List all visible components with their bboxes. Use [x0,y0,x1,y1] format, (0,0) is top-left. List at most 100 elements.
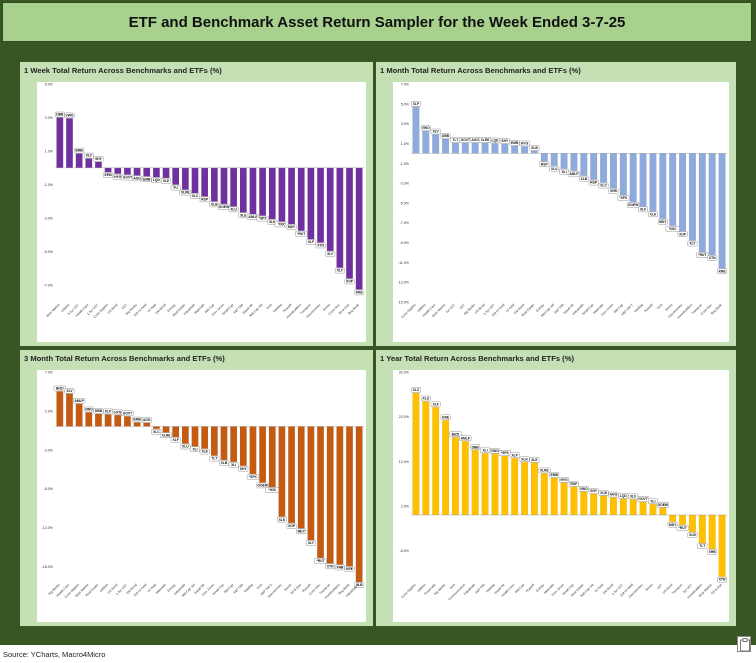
x-tick-label: Russell [643,303,653,313]
data-label: GOEW [219,205,230,209]
x-tick-label: Mid Cap [223,583,234,594]
data-label-box [228,462,239,468]
data-label-box [54,111,65,118]
data-label-box [64,388,75,394]
bar [123,167,131,175]
data-label-box [667,522,678,528]
data-label: GOEW [628,203,639,207]
data-label: XLRE [481,138,491,142]
x-tick-label: UST [656,583,663,590]
data-label: XLF [433,402,439,406]
bar [708,153,716,256]
x-tick-label: Nasdaq [633,303,644,314]
data-label: XLC [192,194,199,198]
bar [698,514,706,544]
source-note: Source: YCharts, Macro4Micro [3,650,106,659]
data-label: XLB [600,491,607,495]
bar [688,514,696,533]
data-label: LQD [620,494,628,498]
chart-1-week: 5.0%3.0%1.0%-1.0%-3.0%-5.0%-7.0%DBBBear … [37,82,366,342]
data-label: XLV [86,154,93,158]
bar [249,167,257,215]
data-label: XLE [201,450,208,454]
bar [317,167,324,243]
data-label: AGG [133,176,141,180]
bar [191,167,199,194]
x-tick-label: Nasdaq [243,583,254,594]
chart-panel-1-week: 1 Week Total Return Across Benchmarks an… [20,62,373,346]
data-label: VWO [422,126,430,130]
bar [355,426,363,583]
data-label-box [325,563,336,570]
data-label: XLY [337,269,344,273]
bar [501,455,509,516]
bar [56,117,64,168]
data-label-box [314,558,327,564]
data-label-box [190,446,200,452]
data-label: GOVT [123,411,132,415]
y-tick-label: -13.0% [42,526,54,530]
bar [201,426,209,449]
bar [181,426,189,444]
data-label: KRE [356,291,364,295]
data-label-box [103,408,113,415]
clipboard-icon[interactable] [737,636,751,652]
data-label: XLK [269,220,276,224]
bar [114,415,122,427]
data-label-box [628,493,639,500]
data-label-box [315,242,326,249]
bar [560,482,568,516]
data-label: KRE [719,269,727,273]
bar [412,392,420,516]
bar [471,142,479,154]
data-label: XLB [581,177,588,181]
data-label: MDY [659,220,667,224]
data-label: *IXIC [278,223,286,227]
bar [181,167,189,190]
data-label: HYG [560,478,568,482]
bar [629,499,637,516]
data-label-box [286,523,297,529]
title-banner: ETF and Benchmark Asset Return Sampler f… [2,2,752,42]
x-tick-label: Utilities [99,583,109,593]
data-label-box [209,455,220,462]
bar [152,167,160,178]
data-label: EMB [133,418,141,422]
bar [698,153,706,253]
bar [580,491,588,516]
data-label-box [306,540,316,546]
chart-title-1-year: 1 Year Total Return Across Benchmarks an… [380,354,574,363]
data-label-box [151,177,162,183]
data-label: XLRE [540,469,550,473]
data-label-box [132,416,142,423]
bar [259,167,267,216]
bar [679,153,687,232]
bar [230,426,238,462]
data-label: XLK [521,457,528,461]
data-label-box [161,178,171,184]
data-label: DBB [56,113,64,117]
chart-title-1-week: 1 Week Total Return Across Benchmarks an… [24,66,222,75]
data-label-box [238,466,249,472]
data-label-box [696,252,709,258]
data-label-box [344,566,355,572]
chart-1-month: 7.0% 5.0% 3.0% 1.0% -1.0% -3.0% -5.0% -7.0% -9.0… [393,82,729,342]
data-label-box [277,516,287,523]
bar [114,167,122,174]
data-label-box [296,528,307,535]
x-tick-label: S&P 500 [553,303,565,315]
y-tick-label: -13.0% [398,281,410,285]
data-label: *RUT [679,526,687,530]
data-label-box [509,452,520,458]
data-label: XLE [163,179,170,183]
y-tick-label: -7.0% [44,284,54,288]
data-label-box [687,240,698,247]
data-label: VWO [85,408,93,412]
data-label-box [170,184,181,191]
x-tick-label: Tech [265,303,273,311]
bar [540,473,548,516]
data-label: XLK [650,212,657,216]
data-label-box [588,179,599,186]
data-label-box [160,432,173,438]
